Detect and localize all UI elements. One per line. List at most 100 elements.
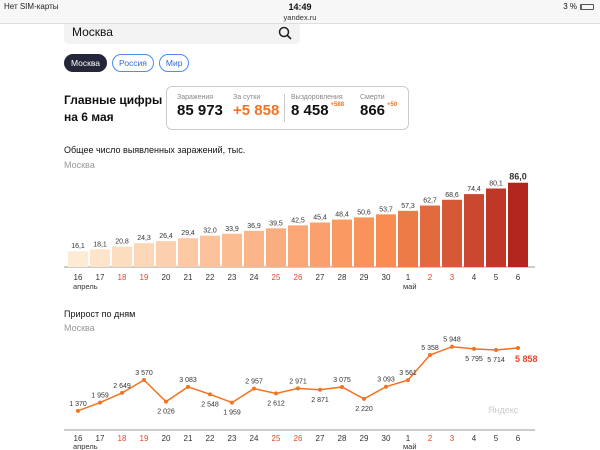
line-x-tick-label: 26 [294, 434, 303, 443]
line-value-label: 2 649 [113, 383, 131, 390]
bar-value-label: 33,9 [225, 226, 239, 233]
stats-divider [284, 94, 285, 122]
bar-value-label: 18,1 [93, 241, 107, 248]
line-point [164, 399, 168, 404]
bar [266, 228, 286, 267]
bar-x-tick-label: 23 [228, 273, 237, 282]
line-point [450, 344, 454, 349]
line-x-tick-label: 30 [382, 434, 391, 443]
bar [200, 235, 220, 267]
bar-x-tick-label: 20 [162, 273, 171, 282]
tab-world[interactable]: Мир [158, 54, 190, 72]
bar-value-label: 50,6 [357, 209, 371, 216]
bar-x-tick-label: 30 [382, 273, 391, 282]
bar [112, 246, 132, 267]
bar-x-tick-label: 24 [250, 273, 259, 282]
battery-icon [580, 3, 594, 10]
line-chart-title: Прирост по дням [64, 309, 136, 319]
line-x-tick-label: 22 [206, 434, 215, 443]
line-value-label: 3 083 [179, 377, 197, 384]
bar-value-label: 20,8 [115, 239, 129, 246]
search-icon[interactable] [278, 26, 292, 40]
bar-month-label: апрель [73, 282, 98, 291]
bar [376, 214, 396, 267]
bar [354, 217, 374, 267]
line-value-label: 3 075 [333, 377, 351, 384]
bar-value-label: 86,0 [509, 172, 527, 182]
bar-x-tick-label: 17 [96, 273, 105, 282]
bar-chart-subtitle: Москва [64, 160, 95, 170]
line-month-label: апрель [73, 442, 98, 450]
line-x-tick-label: 27 [316, 434, 325, 443]
line-point [208, 392, 212, 397]
line-value-label: 5 358 [421, 345, 439, 352]
line-point [318, 387, 322, 392]
url-label[interactable]: yandex.ru [283, 13, 317, 22]
line-x-tick-label: 5 [494, 434, 499, 443]
bar [90, 249, 110, 267]
bar-value-label: 36,9 [247, 223, 261, 230]
yandex-watermark: Яндекс [488, 405, 519, 415]
line-point [120, 390, 124, 395]
tab-moscow[interactable]: Москва [64, 54, 108, 72]
bar-value-label: 29,4 [181, 230, 195, 237]
line-value-label: 2 871 [311, 397, 329, 404]
bar [464, 194, 484, 267]
line-point [384, 384, 388, 389]
line-value-label: 3 093 [377, 377, 395, 384]
main-figures-title: Главные цифры на 6 мая [64, 93, 163, 124]
line-point [340, 384, 344, 389]
line-value-label: 5 948 [443, 337, 461, 344]
line-point [406, 378, 410, 383]
bar-value-label: 39,5 [269, 220, 283, 227]
bar-chart-title: Общее число выявленных заражений, тыс. [64, 145, 246, 155]
tab-russia[interactable]: Россия [112, 54, 154, 72]
line-x-tick-label: 2 [428, 434, 433, 443]
line-value-label: 2 026 [157, 409, 175, 416]
bar-x-tick-label: 27 [316, 273, 325, 282]
status-bar: Нет SIM-карты 14:49 yandex.ru 3 % [0, 0, 600, 24]
line-value-label: 5 714 [487, 357, 505, 364]
bar [508, 182, 528, 267]
line-point [76, 408, 80, 413]
bar-x-tick-label: 2 [428, 273, 433, 282]
bar [156, 241, 176, 267]
line-value-label: 1 370 [69, 401, 87, 408]
line-point [428, 352, 432, 357]
bar-value-label: 26,4 [159, 233, 173, 240]
battery-percent: 3 % [563, 2, 577, 11]
bar-x-tick-label: 28 [338, 273, 347, 282]
line-x-tick-label: 24 [250, 434, 259, 443]
line-value-label: 2 957 [245, 379, 263, 386]
bar-x-tick-label: 21 [184, 273, 193, 282]
line-x-tick-label: 6 [516, 434, 521, 443]
line-value-label: 3 570 [135, 370, 153, 377]
stat-daily: За сутки +5 858 [233, 94, 280, 119]
bar [420, 205, 440, 267]
bar-value-label: 62,7 [423, 198, 437, 205]
bar-x-tick-label: 25 [272, 273, 281, 282]
line-value-label: 2 548 [201, 401, 219, 408]
bar-x-tick-label: 5 [494, 273, 499, 282]
bar-value-label: 16,1 [71, 243, 85, 250]
line-value-label: 1 959 [223, 410, 241, 417]
bar-value-label: 57,3 [401, 203, 415, 210]
bar-value-label: 32,0 [203, 228, 217, 235]
bar-value-label: 68,6 [445, 192, 459, 199]
line-x-tick-label: 23 [228, 434, 237, 443]
line-x-tick-label: 28 [338, 434, 347, 443]
line-x-tick-label: 20 [162, 434, 171, 443]
bar-x-tick-label: 1 [406, 273, 411, 282]
search-input[interactable]: Москва [64, 24, 300, 44]
bar [442, 199, 462, 267]
clock: 14:49 [288, 2, 312, 12]
line-point [362, 396, 366, 401]
line-point [142, 378, 146, 383]
stat-infections: Заражения 85 973 [177, 94, 223, 119]
bar-value-label: 74,4 [467, 186, 481, 193]
bar-value-label: 53,7 [379, 206, 393, 213]
line-point [230, 400, 234, 405]
line-x-tick-label: 19 [140, 434, 149, 443]
line-month-label: май [403, 442, 417, 450]
bar [134, 243, 154, 267]
